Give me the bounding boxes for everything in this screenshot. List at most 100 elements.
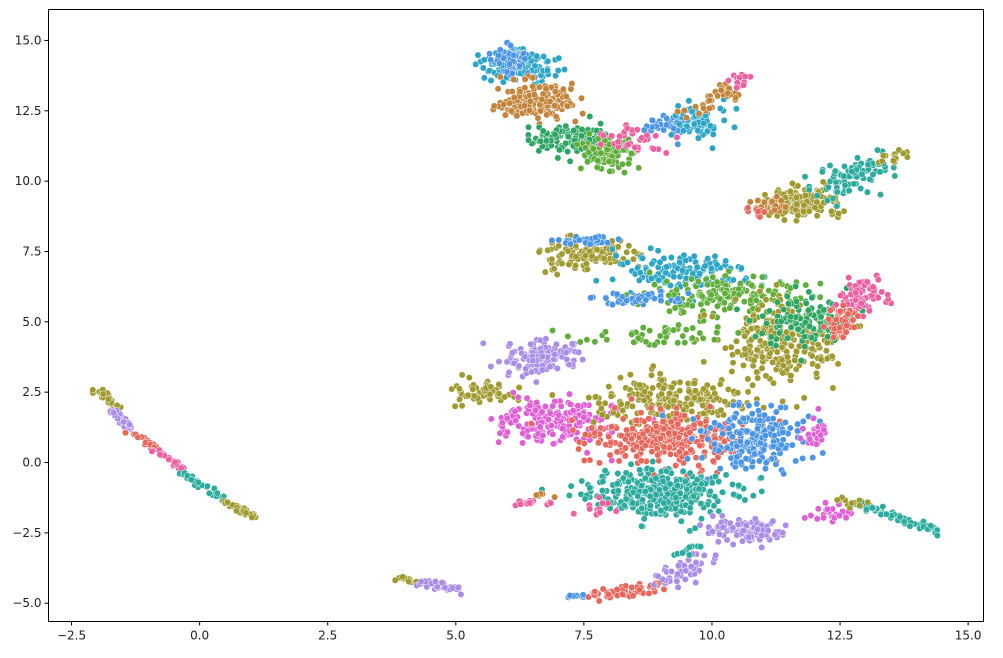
scatter-point [626,371,634,379]
scatter-point [780,216,788,224]
scatter-point [700,358,708,366]
scatter-point [609,301,616,309]
scatter-point [663,277,671,285]
scatter-point [399,573,407,581]
scatter-point [733,337,740,345]
scatter-point [543,111,551,119]
scatter-point [391,576,399,584]
scatter-point [715,478,723,486]
scatter-point [753,400,761,408]
scatter-point [668,384,676,391]
scatter-point [472,60,480,68]
scatter-point [574,402,582,410]
scatter-point [716,530,723,538]
scatter-point [635,295,643,303]
scatter-point [633,416,641,424]
scatter-point [586,505,594,513]
scatter-point [722,257,730,265]
scatter-point [526,97,534,105]
scatter-point [575,348,583,356]
scatter-point [720,116,728,124]
scatter-point [612,252,620,260]
scatter-point [692,454,700,462]
scatter-point [805,186,813,194]
scatter-point [809,454,817,462]
scatter-point [575,445,583,453]
scatter-point [899,149,907,157]
scatter-point [732,105,740,113]
scatter-point [773,348,781,356]
scatter-point [663,467,671,475]
scatter-point [729,433,736,441]
scatter-point [657,297,665,305]
scatter-point [604,499,612,507]
scatter-point [801,343,809,351]
scatter-point [499,78,507,86]
scatter-point [510,51,518,59]
scatter-point [779,362,787,370]
scatter-point [857,185,865,192]
scatter-point [792,206,800,214]
scatter-point [758,273,766,281]
scatter-point [712,551,720,559]
scatter-point [688,407,696,415]
scatter-point [673,133,681,141]
scatter-point [638,482,645,490]
scatter-point [490,102,498,110]
scatter-point [678,549,686,557]
scatter-point [469,385,477,393]
scatter-point [531,406,539,414]
scatter-point [745,533,753,541]
scatter-point [553,271,561,278]
scatter-point [709,144,716,152]
scatter-point [495,380,503,388]
scatter-point [592,393,600,401]
scatter-point [697,543,705,551]
scatter-point [699,402,707,409]
scatter-point [592,277,600,285]
scatter-point [649,362,657,370]
scatter-point [702,417,710,425]
scatter-point [770,379,777,387]
scatter-point [700,551,708,559]
scatter-point [721,344,729,352]
scatter-point [831,167,839,175]
scatter-point [764,527,772,535]
scatter-point [555,411,563,419]
scatter-point [596,509,604,516]
scatter-point [740,415,748,423]
scatter-point [598,411,606,419]
scatter-point [722,471,730,479]
scatter-point [758,329,766,337]
scatter-point [676,258,684,266]
scatter-point [800,394,808,402]
scatter-point [539,127,547,135]
scatter-point [487,415,495,423]
scatter-point [515,384,523,391]
scatter-point [672,494,680,502]
scatter-point [636,466,644,474]
scatter-point [536,336,544,344]
scatter-point [529,74,537,82]
scatter-point [768,198,776,205]
scatter-point [762,459,770,467]
scatter-point [807,512,815,519]
scatter-point [775,329,783,337]
scatter-point [555,146,563,154]
scatter-point [614,487,622,495]
scatter-point [668,567,675,575]
scatter-point [567,482,575,490]
scatter-point [716,105,724,112]
scatter-point [801,173,809,181]
scatter-point [523,394,531,402]
scatter-point [558,250,566,258]
scatter-point [733,453,741,461]
scatter-point [569,426,577,434]
scatter-point [740,81,747,89]
scatter-point [770,432,778,440]
scatter-point [746,317,753,325]
scatter-point [647,404,655,412]
scatter-point [549,430,557,438]
scatter-point [639,254,647,262]
scatter-point [558,260,566,268]
